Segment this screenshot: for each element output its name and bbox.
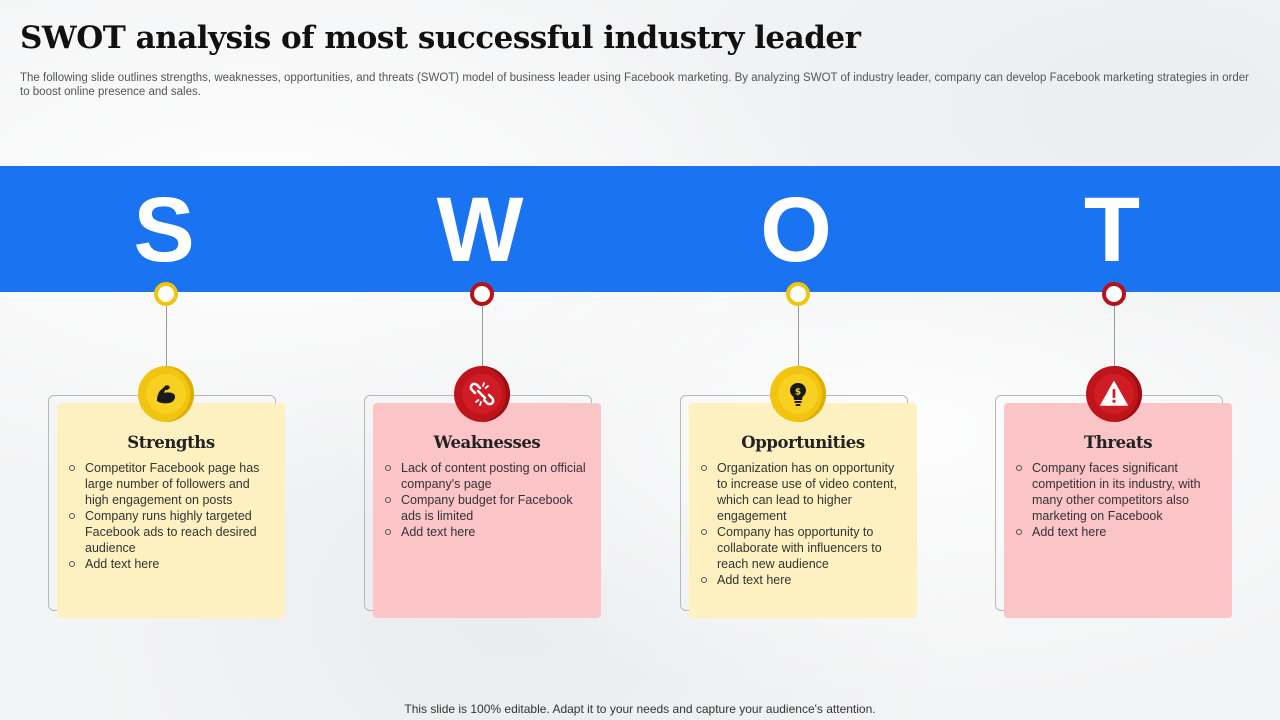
card-list: Lack of content posting on official comp…	[383, 460, 591, 540]
list-item: Add text here	[1014, 524, 1222, 540]
card-heading: Opportunities	[741, 433, 865, 452]
card-heading: Weaknesses	[433, 433, 541, 452]
letter-o: O	[760, 179, 832, 281]
flexed-bicep-icon	[138, 366, 194, 422]
card-list: Competitor Facebook page has large numbe…	[67, 460, 275, 572]
connector-line-w	[482, 306, 483, 370]
connector-ring-o	[786, 282, 810, 306]
letter-w: W	[436, 179, 524, 281]
broken-link-icon	[454, 366, 510, 422]
list-item: Lack of content posting on official comp…	[383, 460, 591, 492]
connector-line-o	[798, 306, 799, 370]
connector-ring-t	[1102, 282, 1126, 306]
page-title: SWOT analysis of most successful industr…	[20, 20, 861, 56]
card-list: Company faces significant competition in…	[1014, 460, 1222, 540]
letter-s: S	[133, 179, 195, 281]
list-item: Company runs highly targeted Facebook ad…	[67, 508, 275, 556]
list-item: Add text here	[67, 556, 275, 572]
letter-t: T	[1083, 179, 1141, 281]
list-item: Company budget for Facebook ads is limit…	[383, 492, 591, 524]
list-item: Competitor Facebook page has large numbe…	[67, 460, 275, 508]
card-threats: Threats Company faces significant compet…	[1004, 403, 1232, 618]
card-heading: Strengths	[127, 433, 215, 452]
list-item: Add text here	[699, 572, 907, 588]
connector-ring-w	[470, 282, 494, 306]
page-subtitle: The following slide outlines strengths, …	[20, 72, 1249, 98]
swot-band	[0, 166, 1280, 292]
list-item: Company faces significant competition in…	[1014, 460, 1222, 524]
card-heading: Threats	[1083, 433, 1153, 452]
warning-triangle-icon	[1086, 366, 1142, 422]
footer-note: This slide is 100% editable. Adapt it to…	[404, 702, 876, 716]
connector-ring-s	[154, 282, 178, 306]
card-opportunities: Opportunities Organization has on opport…	[689, 403, 917, 618]
list-item: Add text here	[383, 524, 591, 540]
lightbulb-dollar-icon: $	[770, 366, 826, 422]
connector-line-s	[166, 306, 167, 370]
list-item: Company has opportunity to collaborate w…	[699, 524, 907, 572]
card-weaknesses: Weaknesses Lack of content posting on of…	[373, 403, 601, 618]
card-list: Organization has on opportunity to incre…	[699, 460, 907, 588]
svg-text:$: $	[795, 388, 801, 398]
connector-line-t	[1114, 306, 1115, 370]
card-strengths: Strengths Competitor Facebook page has l…	[57, 403, 285, 618]
list-item: Organization has on opportunity to incre…	[699, 460, 907, 524]
